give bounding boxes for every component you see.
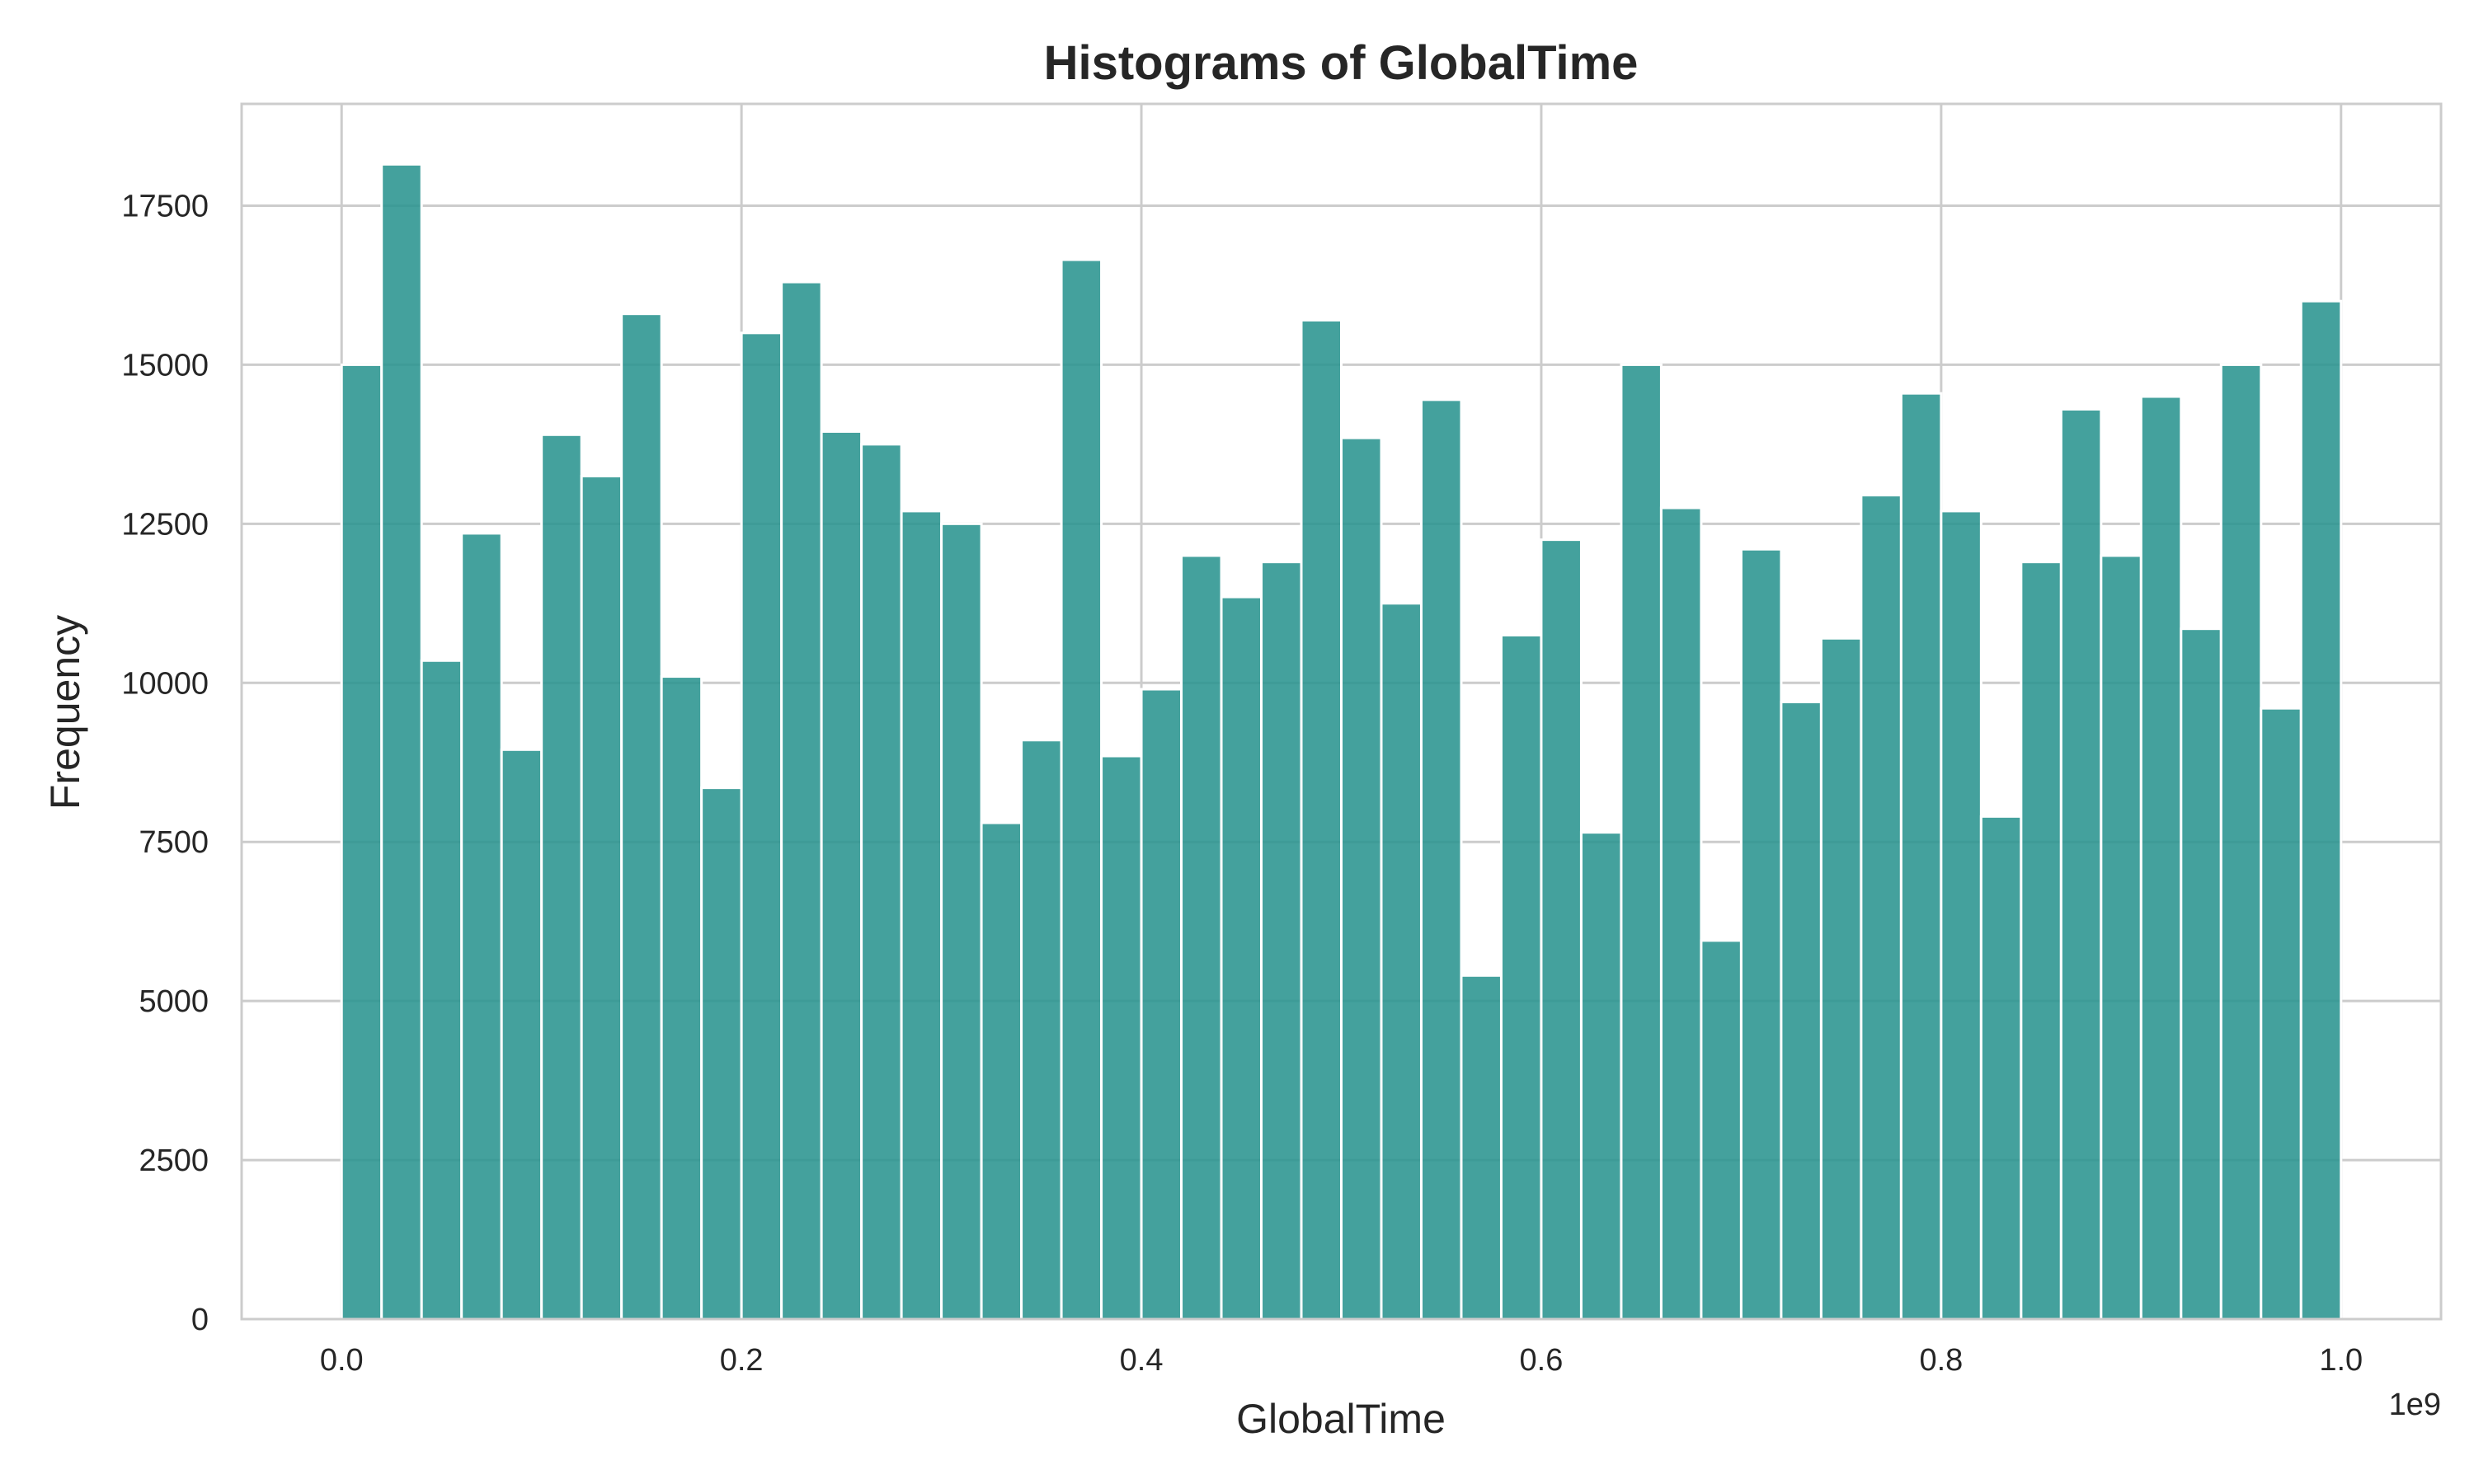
histogram-bars [340,162,2343,1321]
y-tick-label: 17500 [121,189,209,223]
histogram-bar [1739,547,1783,1321]
histogram-bar [2180,627,2222,1321]
plot-frame [240,102,2443,1321]
y-tick-label: 5000 [139,984,209,1019]
histogram-bar [1100,754,1143,1321]
histogram-bar [700,787,743,1321]
x-tick-label: 0.0 [320,1343,364,1378]
y-tick-label: 0 [191,1303,209,1337]
histogram-bar [2299,299,2343,1321]
x-tick-label: 1.0 [2319,1343,2363,1378]
histogram-bar [1579,831,1623,1321]
x-tick-label: 0.8 [1919,1343,1963,1378]
histogram-bar [2139,395,2183,1321]
y-tick-label: 2500 [139,1144,209,1178]
histogram-bar [1620,363,1663,1321]
histogram-bar [2260,707,2302,1321]
histogram-bar [980,821,1023,1321]
histogram-bar [540,433,583,1321]
histogram-bar [1300,318,1343,1321]
x-tick-label: 0.2 [720,1343,764,1378]
y-axis-label: Frequency [42,615,88,810]
histogram-bar [780,280,823,1321]
histogram-bar [1979,815,2023,1321]
histogram-bar [2219,363,2263,1321]
histogram-bar [940,522,983,1321]
histogram-bar [2100,554,2142,1321]
histogram-bar [1899,392,1943,1321]
histogram-bar [620,312,663,1321]
histogram-bar [1260,561,1303,1321]
histogram-bar [380,162,423,1321]
histogram-bar [860,443,903,1321]
x-axis-ticks: 0.0 0.2 0.4 0.6 0.8 1.0 [320,1343,2363,1378]
histogram-bar [420,659,463,1321]
histogram-bar [580,474,623,1321]
histogram-bar [1659,506,1703,1321]
y-tick-label: 10000 [121,666,209,701]
histogram-bar [1020,739,1063,1321]
y-tick-label: 7500 [139,825,209,860]
histogram-bar [1140,688,1183,1321]
x-axis-offset-label: 1e9 [2389,1388,2441,1422]
histogram-bar [1380,602,1423,1321]
histogram-bar [1499,633,1543,1321]
histogram-bar [1220,595,1263,1321]
x-tick-label: 0.6 [1520,1343,1564,1378]
y-axis-ticks: 0 2500 5000 7500 10000 12500 15000 17500 [121,189,209,1337]
histogram-bar [820,430,863,1321]
histogram-bar [2059,407,2103,1321]
y-tick-label: 15000 [121,348,209,383]
histogram-bar [660,675,703,1321]
histogram-bar [1819,636,1863,1321]
histogram-bar [1540,538,1583,1321]
histogram-bar [500,748,543,1321]
histogram-bar [1180,554,1223,1321]
histogram-bar [1060,258,1103,1321]
x-axis-label: GlobalTime [1236,1396,1446,1442]
histogram-bar [1340,436,1383,1321]
histogram-bar [1940,510,1982,1321]
histogram-bar [340,363,383,1321]
histogram-bar [460,532,503,1321]
histogram-bar [1460,974,1503,1321]
histogram-bar [1860,494,1903,1321]
histogram-bar [740,331,783,1321]
histogram-bar [2020,561,2062,1321]
histogram-bar [900,510,943,1321]
y-tick-label: 12500 [121,507,209,542]
histogram-bar [1700,939,1743,1321]
x-tick-label: 0.4 [1120,1343,1164,1378]
histogram-bar [1419,398,1463,1321]
chart-title: Histograms of GlobalTime [1044,36,1639,90]
histogram-bar [1780,700,1823,1321]
